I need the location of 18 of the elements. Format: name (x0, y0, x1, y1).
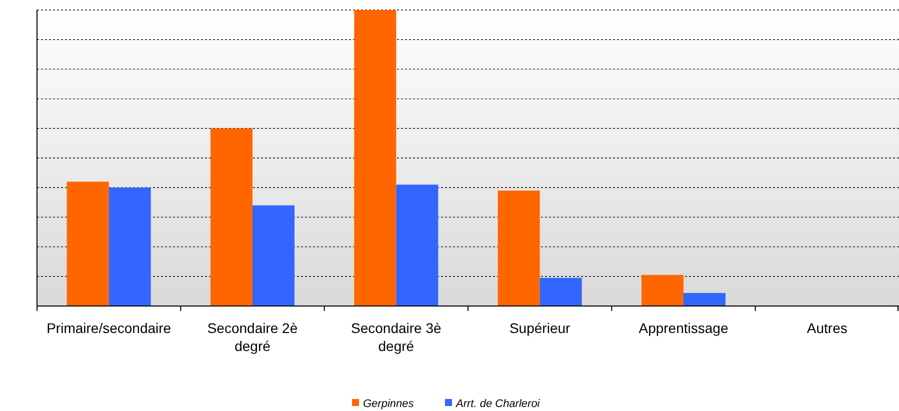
legend-label: Arrt. de Charleroi (455, 398, 540, 410)
bar (354, 10, 396, 306)
x-tick-label: Apprentissage (638, 320, 728, 336)
bar (396, 184, 438, 306)
bar (498, 190, 540, 306)
bar (66, 182, 109, 306)
x-tick-label: Primaire/secondaire (46, 320, 172, 336)
x-tick-label: Secondaire 3è degré (351, 320, 442, 354)
bar (540, 278, 582, 306)
x-tick-label: Autres (806, 320, 848, 336)
bar (642, 274, 684, 306)
bar (108, 188, 151, 306)
legend-label: Gerpinnes (363, 398, 414, 410)
x-tick-label: Secondaire 2è degré (207, 320, 298, 354)
bar (684, 292, 726, 306)
bar (252, 205, 294, 306)
x-tick-label: Supérieur (509, 320, 571, 336)
bar (210, 128, 252, 306)
